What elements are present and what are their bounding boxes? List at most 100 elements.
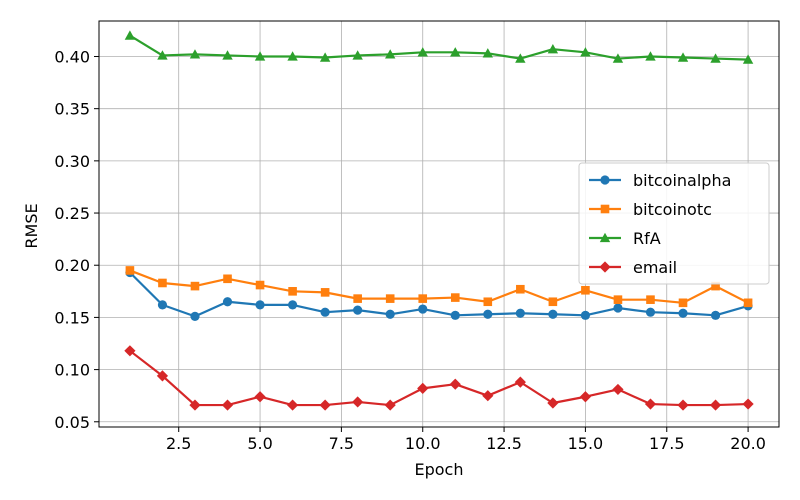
legend-label: email [633, 258, 677, 277]
y-tick-label: 0.15 [54, 308, 90, 327]
series-line [129, 34, 749, 61]
series-line [129, 349, 749, 407]
x-tick-label: 15.0 [568, 434, 604, 453]
data-point [678, 298, 688, 308]
legend-label: bitcoinalpha [633, 171, 731, 190]
data-point [645, 51, 656, 61]
y-tick-label: 0.30 [54, 152, 90, 171]
legend-box [578, 162, 770, 285]
series-email [124, 345, 754, 411]
data-point [157, 50, 168, 60]
data-point [222, 50, 233, 60]
data-point [319, 399, 331, 411]
data-point [482, 390, 494, 402]
data-point [287, 51, 298, 61]
data-point [515, 308, 525, 318]
legend-label: bitcoinotc [633, 200, 712, 219]
data-point [385, 294, 395, 303]
data-point [384, 399, 396, 411]
data-point [286, 399, 299, 411]
data-point [222, 297, 233, 307]
data-point [353, 294, 362, 303]
data-point [254, 51, 266, 61]
data-point [612, 53, 624, 63]
x-axis-label: Epoch [415, 460, 464, 479]
data-point [189, 399, 201, 411]
data-point [255, 300, 265, 310]
x-tick-label: 20.0 [730, 434, 766, 453]
y-tick-label: 0.20 [54, 256, 90, 275]
data-point [612, 383, 624, 396]
legend-label: RfA [633, 229, 661, 248]
data-point [287, 300, 298, 310]
data-point [547, 397, 559, 409]
data-point [157, 300, 168, 310]
y-axis-ticks: 0.05 0.10 0.15 0.20 0.25 0.30 0.35 0.40 [54, 47, 99, 432]
data-point [450, 293, 460, 302]
series-bitcoinalpha [125, 267, 753, 321]
data-point [223, 274, 232, 284]
data-point [678, 308, 688, 318]
data-point [580, 310, 591, 320]
y-tick-label: 0.40 [54, 47, 90, 66]
data-point [221, 399, 234, 411]
legend: bitcoinalpha bitcoinotc RfA email [578, 162, 770, 285]
data-point [613, 295, 623, 304]
data-point [483, 309, 493, 319]
series-lines [124, 30, 754, 411]
data-point [547, 43, 559, 54]
data-point [156, 370, 169, 382]
data-point [124, 345, 136, 357]
data-point [449, 378, 461, 390]
data-point [483, 297, 493, 307]
data-point [418, 294, 428, 303]
legend-marker [600, 175, 610, 185]
data-point [353, 305, 363, 315]
x-tick-label: 5.0 [247, 434, 272, 453]
data-point [352, 50, 363, 60]
data-point [125, 266, 135, 275]
data-point [710, 310, 721, 320]
y-axis-label: RMSE [22, 203, 41, 248]
data-point [385, 309, 395, 319]
data-point [709, 399, 722, 411]
data-point [352, 396, 364, 408]
data-point [677, 399, 689, 411]
data-point [613, 303, 623, 313]
legend-item-email: email [589, 258, 677, 277]
data-point [319, 52, 331, 62]
data-point [482, 48, 494, 58]
data-point [580, 47, 591, 57]
data-point [124, 30, 136, 40]
plot-frame [98, 20, 780, 428]
data-point [677, 52, 689, 62]
data-point [320, 288, 330, 297]
data-point [514, 376, 526, 388]
data-point [417, 382, 429, 394]
data-point [548, 297, 558, 307]
x-tick-label: 12.5 [486, 434, 522, 453]
legend-marker [599, 232, 611, 243]
data-point [158, 278, 167, 288]
y-tick-label: 0.25 [54, 204, 90, 223]
data-point [515, 53, 526, 63]
x-tick-label: 10.0 [405, 434, 441, 453]
data-point [190, 281, 200, 291]
y-tick-label: 0.05 [54, 413, 90, 432]
series-rfa [124, 30, 754, 64]
data-point [742, 54, 754, 64]
data-point [581, 285, 590, 295]
data-point [711, 281, 720, 291]
data-point [384, 49, 396, 59]
y-tick-label: 0.10 [54, 361, 90, 380]
series-bitcoinotc [125, 266, 753, 308]
data-point [417, 47, 428, 57]
x-tick-label: 2.5 [166, 434, 191, 453]
data-point [516, 284, 525, 294]
series-line [129, 269, 749, 304]
legend-item-rfa: RfA [589, 229, 661, 248]
data-point [548, 309, 558, 319]
data-point [742, 398, 754, 410]
data-point [646, 295, 655, 304]
